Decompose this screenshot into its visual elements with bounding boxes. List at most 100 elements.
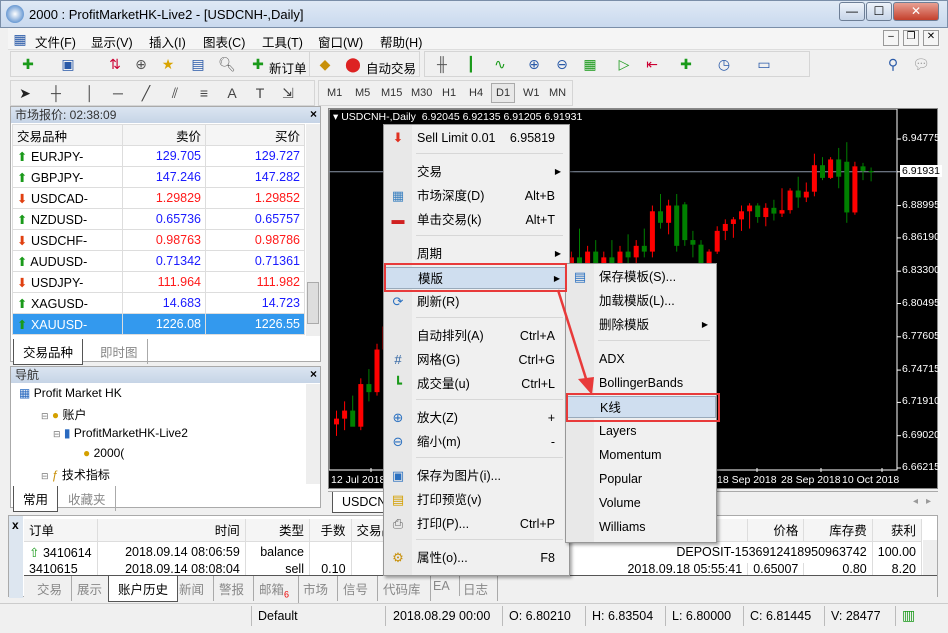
symbol-row[interactable]: ⬆ AUDUSD- 0.71342 0.71361 bbox=[12, 250, 305, 272]
terminal-icon[interactable]: ▤ bbox=[191, 56, 205, 72]
navigator-scrollbar[interactable] bbox=[306, 384, 320, 484]
context-menu-item[interactable]: 交易 ▶ bbox=[384, 161, 569, 183]
context-menu-item[interactable]: ┗ 成交量(u) Ctrl+L bbox=[384, 373, 569, 395]
context-menu-item[interactable]: 周期 ▶ bbox=[384, 243, 569, 265]
terminal-tab[interactable]: 账户历史 bbox=[108, 576, 179, 602]
chart-shift-icon[interactable]: ⇤ bbox=[646, 56, 658, 72]
new-order-button[interactable]: 新订单 bbox=[269, 62, 307, 76]
menu-file[interactable]: 文件(F) bbox=[35, 36, 76, 50]
col-profit[interactable]: 获利 bbox=[872, 519, 923, 541]
template-menu-item[interactable]: Popular bbox=[566, 468, 716, 490]
table-row[interactable]: 3410615 2018.09.14 08:08:04 sell 0.10 20… bbox=[24, 563, 923, 575]
horizontal-line-icon[interactable]: ─ bbox=[113, 85, 123, 101]
minimize-button[interactable]: — bbox=[839, 2, 865, 21]
chat-icon[interactable]: 💬︎ bbox=[912, 56, 930, 72]
navigator-close-button[interactable]: × bbox=[309, 367, 317, 381]
zoom-out-icon[interactable]: ⊖ bbox=[556, 56, 568, 72]
menu-insert[interactable]: 插入(I) bbox=[149, 36, 186, 50]
timeframe-mn[interactable]: MN bbox=[549, 87, 567, 99]
context-menu-item[interactable]: ⊖ 缩小(m) - bbox=[384, 431, 569, 453]
equidistant-channel-icon[interactable]: ⫽ bbox=[171, 85, 179, 101]
nav-server[interactable]: ⊟ ▮ ProfitMarketHK-Live2 bbox=[53, 426, 188, 440]
col-type[interactable]: 类型 bbox=[245, 519, 311, 541]
inner-restore-button[interactable]: ❐ bbox=[903, 30, 919, 46]
tab-symbols[interactable]: 交易品种 bbox=[13, 339, 84, 365]
connection-status-icon[interactable]: ▥ bbox=[902, 607, 916, 623]
terminal-close-button[interactable]: x bbox=[12, 518, 19, 532]
fibonacci-icon[interactable]: ≡ bbox=[199, 85, 209, 101]
timeframe-h1[interactable]: H1 bbox=[442, 87, 457, 99]
timeframe-m15[interactable]: M15 bbox=[381, 87, 403, 99]
context-menu-item[interactable]: 自动排列(A) Ctrl+A bbox=[384, 325, 569, 347]
tester-icon[interactable]: 🔍︎ bbox=[218, 56, 236, 72]
col-swap[interactable]: 库存费 bbox=[803, 519, 873, 541]
template-menu-item[interactable]: ▤ 保存模板(S)... bbox=[566, 266, 716, 288]
nav-accounts[interactable]: ⊟ ● 账户 bbox=[41, 408, 87, 422]
context-menu-item[interactable]: ▣ 保存为图片(i)... bbox=[384, 465, 569, 487]
symbol-row[interactable]: ⬆ EURJPY- 129.705 129.727 bbox=[12, 145, 305, 167]
timeframe-d1[interactable]: D1 bbox=[491, 83, 516, 103]
vertical-line-icon[interactable]: │ bbox=[85, 85, 95, 101]
tab-favorites[interactable]: 收藏夹 bbox=[59, 486, 116, 511]
context-menu-item[interactable]: ⊕ 放大(Z) + bbox=[384, 407, 569, 429]
symbol-row[interactable]: ⬇ USDCAD- 1.29829 1.29852 bbox=[12, 187, 305, 209]
context-menu-item[interactable]: ⟳ 刷新(R) bbox=[384, 291, 569, 313]
zoom-in-icon[interactable]: ⊕ bbox=[528, 56, 540, 72]
symbol-row[interactable]: ⬆ XAGUSD- 14.683 14.723 bbox=[12, 292, 305, 314]
timeframe-m5[interactable]: M5 bbox=[355, 87, 371, 99]
arrows-icon[interactable]: ⇲ bbox=[282, 85, 294, 101]
cursor-icon[interactable]: ➤ bbox=[19, 85, 31, 101]
col-ask[interactable]: 买价 bbox=[205, 124, 305, 146]
maximize-button[interactable]: ☐ bbox=[866, 2, 892, 21]
context-menu-item[interactable]: 模版 ▶ bbox=[384, 267, 569, 289]
terminal-tab[interactable]: 警报 bbox=[210, 576, 255, 601]
template-menu-item[interactable]: Volume bbox=[566, 492, 716, 514]
context-menu-item[interactable]: ⬇ Sell Limit 0.01 6.95819 bbox=[384, 127, 569, 149]
tab-tick-chart[interactable]: 即时图 bbox=[91, 339, 148, 364]
market-watch-close-button[interactable]: × bbox=[309, 107, 317, 121]
scroll-left-icon[interactable]: ◂ bbox=[913, 496, 919, 507]
search-icon[interactable]: ⚲ bbox=[887, 56, 899, 72]
terminal-tab[interactable]: 新闻 bbox=[170, 576, 215, 601]
timeframe-m30[interactable]: M30 bbox=[411, 87, 433, 99]
template-menu-item[interactable]: Williams bbox=[566, 516, 716, 538]
col-symbol[interactable]: 交易品种 bbox=[12, 124, 123, 146]
indicators-icon[interactable]: ✚ bbox=[680, 56, 692, 72]
close-button[interactable]: ✕ bbox=[893, 2, 939, 21]
terminal-tab[interactable]: EA bbox=[424, 576, 460, 596]
line-chart-icon[interactable]: ∿ bbox=[494, 56, 506, 72]
auto-trading-button[interactable]: 自动交易 bbox=[366, 62, 417, 76]
periods-icon[interactable]: ◷ bbox=[717, 56, 731, 72]
timeframe-m1[interactable]: M1 bbox=[327, 87, 343, 99]
terminal-tab[interactable]: 交易 bbox=[28, 576, 73, 601]
new-chart-icon[interactable]: ✚ bbox=[22, 56, 34, 72]
text-icon[interactable]: A bbox=[227, 85, 237, 101]
col-price[interactable]: 价格 bbox=[747, 519, 805, 541]
col-order[interactable]: 订单 bbox=[24, 519, 98, 541]
profiles-icon[interactable]: ▣ bbox=[61, 56, 75, 72]
crosshair-tool-icon[interactable]: ┼ bbox=[51, 85, 61, 101]
menu-view[interactable]: 显示(V) bbox=[91, 36, 133, 50]
tile-windows-icon[interactable]: ▦ bbox=[583, 56, 597, 72]
status-profile[interactable]: Default bbox=[258, 609, 298, 623]
context-menu-item[interactable]: ▬ 单击交易(k) Alt+T bbox=[384, 209, 569, 231]
scroll-right-icon[interactable]: ▸ bbox=[926, 496, 932, 507]
menu-tools[interactable]: 工具(T) bbox=[262, 36, 303, 50]
auto-scroll-icon[interactable]: ▷ bbox=[618, 56, 630, 72]
context-menu-item[interactable]: ⎙ 打印(P)... Ctrl+P bbox=[384, 513, 569, 535]
context-menu-item[interactable]: ⚙ 属性(o)... F8 bbox=[384, 547, 569, 569]
menu-help[interactable]: 帮助(H) bbox=[380, 36, 423, 50]
template-menu-item[interactable]: 删除模版 ▶ bbox=[566, 314, 716, 336]
col-time[interactable]: 时间 bbox=[97, 519, 246, 541]
crosshair-icon[interactable]: ⊕ bbox=[135, 56, 147, 72]
symbol-row[interactable]: ⬆ XAUUSD- 1226.08 1226.55 bbox=[12, 313, 305, 335]
template-menu-item[interactable]: 加载模版(L)... bbox=[566, 290, 716, 312]
terminal-tab[interactable]: 市场 bbox=[294, 576, 339, 601]
candlestick-icon[interactable]: ┃ bbox=[466, 56, 476, 72]
symbol-row[interactable]: ⬇ USDCHF- 0.98763 0.98786 bbox=[12, 229, 305, 251]
nav-root[interactable]: ▦ Profit Market HK bbox=[19, 386, 122, 400]
symbol-row[interactable]: ⬆ NZDUSD- 0.65736 0.65757 bbox=[12, 208, 305, 230]
template-menu-item[interactable]: Momentum bbox=[566, 444, 716, 466]
menu-window[interactable]: 窗口(W) bbox=[318, 36, 364, 50]
template-menu-item[interactable]: BollingerBands bbox=[566, 372, 716, 394]
